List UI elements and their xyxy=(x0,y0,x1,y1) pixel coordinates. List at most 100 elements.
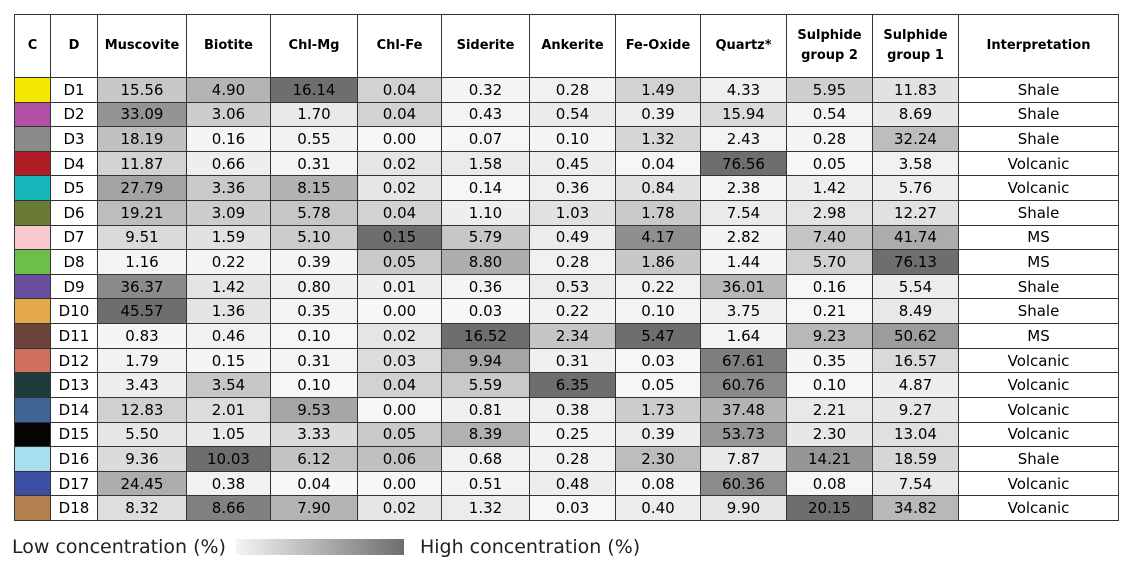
sample-code: D5 xyxy=(50,175,98,202)
value-cell: 8.80 xyxy=(441,249,530,275)
value-cell: 15.56 xyxy=(97,77,187,103)
value-cell: 1.36 xyxy=(186,298,271,325)
color-swatch xyxy=(14,396,51,423)
value-cell: 4.33 xyxy=(700,77,787,103)
color-swatch xyxy=(14,126,51,152)
sample-code: D2 xyxy=(50,101,98,128)
value-cell: 3.09 xyxy=(186,200,271,226)
value-cell: 0.28 xyxy=(786,126,873,152)
value-cell: 8.39 xyxy=(441,421,530,448)
column-header: Siderite xyxy=(441,14,530,78)
value-cell: 5.54 xyxy=(872,273,959,300)
value-cell: 0.40 xyxy=(615,495,701,521)
value-cell: 4.87 xyxy=(872,372,959,398)
value-cell: 67.61 xyxy=(700,347,787,374)
data-row: D4 11.87 0.66 0.31 0.02 1.58 0.45 0.04 76.56 0.05… xyxy=(14,150,1119,177)
color-swatch xyxy=(14,347,51,374)
value-cell: 0.08 xyxy=(786,470,873,497)
value-cell: 24.45 xyxy=(97,470,187,497)
value-cell: 19.21 xyxy=(97,200,187,226)
color-swatch xyxy=(14,224,51,251)
value-cell: 3.58 xyxy=(872,150,959,177)
color-swatch xyxy=(14,421,51,448)
value-cell: 0.39 xyxy=(270,249,358,275)
interpretation: Volcanic xyxy=(958,421,1119,448)
value-cell: 0.15 xyxy=(357,224,442,251)
value-cell: 0.03 xyxy=(615,347,701,374)
sample-code: D18 xyxy=(50,495,98,521)
legend-low: Low concentration (%) xyxy=(12,536,226,558)
value-cell: 20.15 xyxy=(786,495,873,521)
value-cell: 0.45 xyxy=(529,150,616,177)
sample-code: D3 xyxy=(50,126,98,152)
value-cell: 0.10 xyxy=(615,298,701,325)
value-cell: 0.10 xyxy=(270,323,358,349)
data-row: D18 8.32 8.66 7.90 0.02 1.32 0.03 0.40 9.90 20.15… xyxy=(14,495,1119,521)
value-cell: 11.87 xyxy=(97,150,187,177)
data-row: D14 12.83 2.01 9.53 0.00 0.81 0.38 1.73 37.48 2.2… xyxy=(14,396,1119,423)
value-cell: 7.40 xyxy=(786,224,873,251)
color-swatch xyxy=(14,495,51,521)
value-cell: 0.06 xyxy=(357,446,442,472)
value-cell: 3.06 xyxy=(186,101,271,128)
column-header: Muscovite xyxy=(97,14,187,78)
value-cell: 0.04 xyxy=(357,200,442,226)
value-cell: 0.21 xyxy=(786,298,873,325)
interpretation: MS xyxy=(958,249,1119,275)
value-cell: 0.48 xyxy=(529,470,616,497)
data-row: D3 18.19 0.16 0.55 0.00 0.07 0.10 1.32 2.43 0.28 3… xyxy=(14,126,1119,152)
value-cell: 0.43 xyxy=(441,101,530,128)
value-cell: 2.38 xyxy=(700,175,787,202)
value-cell: 0.03 xyxy=(529,495,616,521)
value-cell: 34.82 xyxy=(872,495,959,521)
value-cell: 2.43 xyxy=(700,126,787,152)
legend-gradient xyxy=(235,539,404,555)
data-row: D7 9.51 1.59 5.10 0.15 5.79 0.49 4.17 2.82 7.40 41… xyxy=(14,224,1119,251)
value-cell: 8.15 xyxy=(270,175,358,202)
value-cell: 6.12 xyxy=(270,446,358,472)
color-swatch xyxy=(14,101,51,128)
sample-code: D15 xyxy=(50,421,98,448)
interpretation: Volcanic xyxy=(958,470,1119,497)
value-cell: 0.04 xyxy=(357,372,442,398)
value-cell: 0.02 xyxy=(357,495,442,521)
value-cell: 5.79 xyxy=(441,224,530,251)
color-swatch xyxy=(14,446,51,472)
sample-code: D6 xyxy=(50,200,98,226)
value-cell: 0.22 xyxy=(186,249,271,275)
value-cell: 36.37 xyxy=(97,273,187,300)
interpretation: Shale xyxy=(958,101,1119,128)
value-cell: 0.15 xyxy=(186,347,271,374)
value-cell: 8.66 xyxy=(186,495,271,521)
value-cell: 12.83 xyxy=(97,396,187,423)
interpretation: Shale xyxy=(958,298,1119,325)
sample-code: D1 xyxy=(50,77,98,103)
value-cell: 1.44 xyxy=(700,249,787,275)
data-row: D17 24.45 0.38 0.04 0.00 0.51 0.48 0.08 60.36 0.0… xyxy=(14,470,1119,497)
value-cell: 5.59 xyxy=(441,372,530,398)
value-cell: 76.13 xyxy=(872,249,959,275)
value-cell: 0.53 xyxy=(529,273,616,300)
interpretation: Volcanic xyxy=(958,495,1119,521)
value-cell: 9.90 xyxy=(700,495,787,521)
value-cell: 50.62 xyxy=(872,323,959,349)
interpretation: Volcanic xyxy=(958,150,1119,177)
sample-code: D8 xyxy=(50,249,98,275)
interpretation: Shale xyxy=(958,77,1119,103)
value-cell: 0.36 xyxy=(441,273,530,300)
value-cell: 1.70 xyxy=(270,101,358,128)
value-cell: 0.00 xyxy=(357,126,442,152)
value-cell: 16.57 xyxy=(872,347,959,374)
data-row: D16 9.36 10.03 6.12 0.06 0.68 0.28 2.30 7.87 14.2… xyxy=(14,446,1119,472)
value-cell: 1.03 xyxy=(529,200,616,226)
value-cell: 0.04 xyxy=(615,150,701,177)
value-cell: 0.55 xyxy=(270,126,358,152)
value-cell: 2.30 xyxy=(615,446,701,472)
value-cell: 5.76 xyxy=(872,175,959,202)
value-cell: 1.49 xyxy=(615,77,701,103)
value-cell: 2.98 xyxy=(786,200,873,226)
value-cell: 45.57 xyxy=(97,298,187,325)
value-cell: 0.05 xyxy=(357,249,442,275)
value-cell: 3.43 xyxy=(97,372,187,398)
value-cell: 5.47 xyxy=(615,323,701,349)
